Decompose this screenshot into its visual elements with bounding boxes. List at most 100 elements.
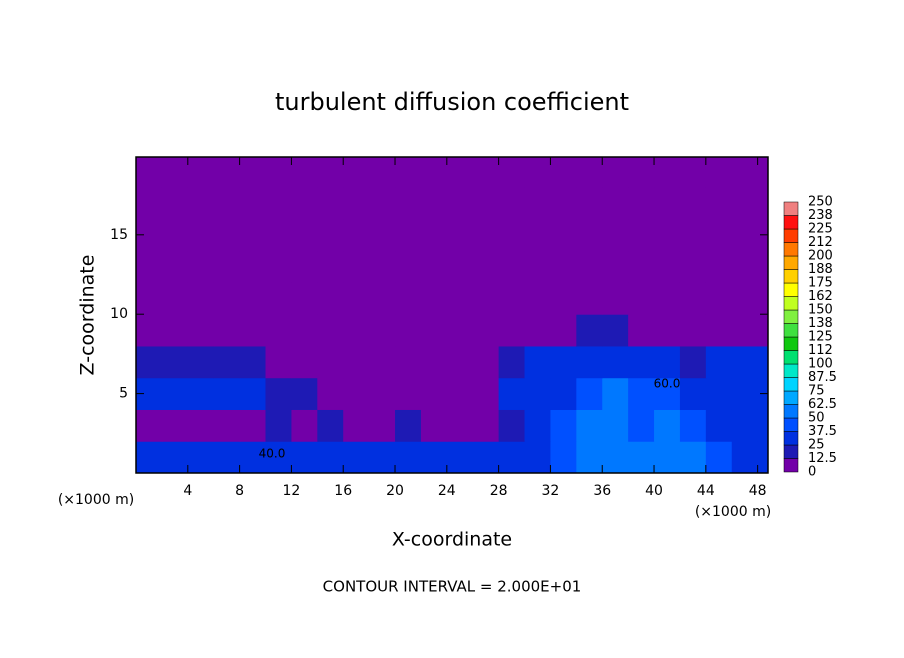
colorbar-swatch xyxy=(783,336,799,351)
cell xyxy=(628,441,655,473)
cell xyxy=(679,377,707,410)
colorbar-label: 162 xyxy=(808,289,833,304)
cell xyxy=(628,377,655,410)
cell xyxy=(161,441,189,473)
cell xyxy=(498,218,526,252)
cell xyxy=(731,314,759,347)
cell xyxy=(576,314,603,347)
cell xyxy=(343,409,370,442)
cell xyxy=(291,377,318,410)
cell xyxy=(524,218,551,252)
cell xyxy=(524,345,551,379)
y-tick-label: 5 xyxy=(119,386,128,402)
cell xyxy=(136,187,163,220)
cell xyxy=(679,157,707,188)
cell xyxy=(524,314,551,347)
cell xyxy=(757,187,768,220)
cell xyxy=(265,314,292,347)
colorbar-label: 138 xyxy=(808,316,833,331)
cell xyxy=(550,282,577,315)
colorbar-swatch xyxy=(783,296,799,311)
cell xyxy=(317,314,344,347)
cell xyxy=(369,187,396,220)
cell xyxy=(705,345,733,379)
colorbar-swatch xyxy=(783,282,799,297)
cell xyxy=(602,250,629,283)
cell xyxy=(136,282,163,315)
cell xyxy=(420,314,448,347)
colorbar-label: 125 xyxy=(808,330,833,345)
colorbar-label: 87.5 xyxy=(808,370,837,385)
cell xyxy=(472,409,500,442)
cell xyxy=(576,441,603,473)
cell xyxy=(291,157,318,188)
cell xyxy=(446,250,474,283)
cell xyxy=(498,314,526,347)
cell xyxy=(420,345,448,379)
cell xyxy=(524,441,551,473)
field xyxy=(136,157,768,473)
cell xyxy=(628,409,655,442)
colorbar-label: 62.5 xyxy=(808,397,837,412)
cell xyxy=(498,187,526,220)
cell xyxy=(395,377,422,410)
cell xyxy=(420,250,448,283)
cell xyxy=(498,282,526,315)
cell xyxy=(576,345,603,379)
cell xyxy=(420,377,448,410)
colorbar-label: 75 xyxy=(808,384,825,399)
cell xyxy=(731,157,759,188)
cell xyxy=(395,187,422,220)
cell xyxy=(420,157,448,188)
cell xyxy=(602,345,629,379)
cell xyxy=(654,314,681,347)
cell xyxy=(317,157,344,188)
cell xyxy=(187,218,215,252)
colorbar-swatch xyxy=(783,269,799,284)
cell xyxy=(472,314,500,347)
cell xyxy=(369,409,396,442)
chart-title: turbulent diffusion coefficient xyxy=(275,88,629,116)
cell xyxy=(420,282,448,315)
cell xyxy=(472,187,500,220)
cell xyxy=(369,345,396,379)
cell xyxy=(161,250,189,283)
cell xyxy=(472,250,500,283)
cell xyxy=(213,314,241,347)
cell xyxy=(369,282,396,315)
cell xyxy=(576,187,603,220)
cell xyxy=(446,187,474,220)
cell xyxy=(446,377,474,410)
cell xyxy=(161,187,189,220)
colorbar-label: 200 xyxy=(808,249,833,264)
cell xyxy=(265,409,292,442)
x-tick-label: 40 xyxy=(645,483,663,499)
cell xyxy=(369,441,396,473)
colorbar-label: 37.5 xyxy=(808,424,837,439)
cell xyxy=(731,409,759,442)
cell xyxy=(265,250,292,283)
cell xyxy=(343,187,370,220)
colorbar-label: 0 xyxy=(808,465,816,480)
cell xyxy=(446,409,474,442)
cell xyxy=(317,187,344,220)
colorbar-swatch xyxy=(783,350,799,365)
cell xyxy=(161,314,189,347)
x-tick-label: 4 xyxy=(183,483,192,499)
cell xyxy=(446,314,474,347)
cell xyxy=(420,187,448,220)
cell xyxy=(239,187,267,220)
cell xyxy=(369,218,396,252)
cell xyxy=(265,187,292,220)
cell xyxy=(628,314,655,347)
cell xyxy=(343,250,370,283)
cell xyxy=(446,218,474,252)
cell xyxy=(550,250,577,283)
cell xyxy=(498,345,526,379)
cell xyxy=(472,345,500,379)
cell xyxy=(757,409,768,442)
cell xyxy=(757,282,768,315)
colorbar-swatch xyxy=(783,242,799,257)
cell xyxy=(187,187,215,220)
cell xyxy=(757,250,768,283)
